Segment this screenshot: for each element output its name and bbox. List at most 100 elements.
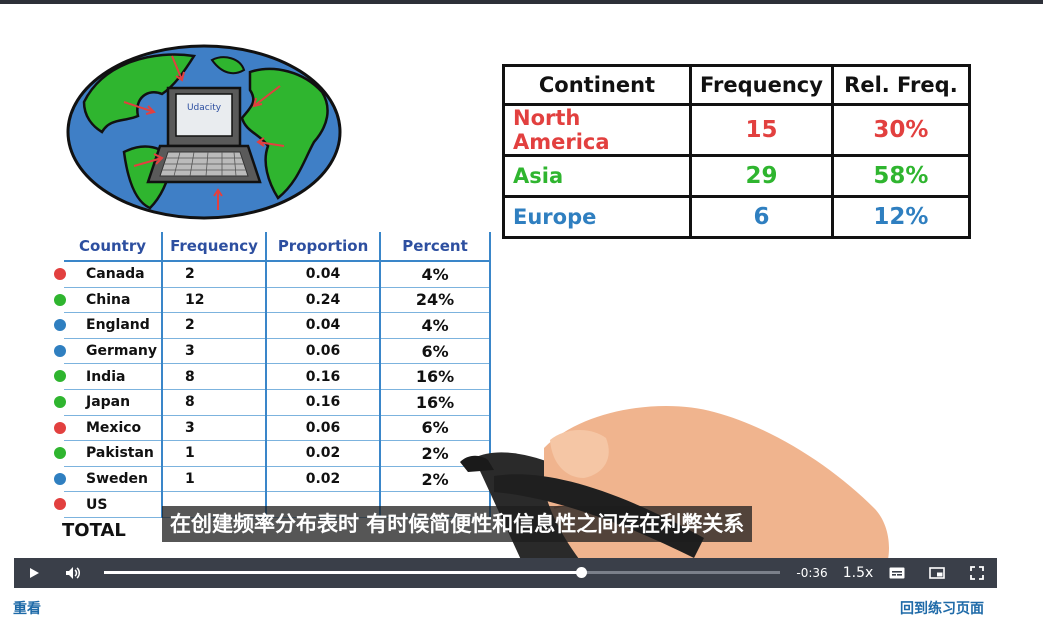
continent-name: Europe <box>502 195 692 239</box>
country-proportion: 0.06 <box>266 338 382 365</box>
continent-frequency-table: Continent Frequency Rel. Freq. North Ame… <box>502 64 971 239</box>
country-color-dot <box>54 395 66 408</box>
country-frequency: 12 <box>162 287 268 314</box>
country-name: Pakistan <box>86 445 154 462</box>
subtitle-caption: 在创建频率分布表时 有时候简便性和信息性之间存在利弊关系 <box>162 506 753 542</box>
country-proportion: 0.06 <box>266 415 382 442</box>
country-percent: 24% <box>380 287 492 314</box>
country-proportion: 0.02 <box>266 466 382 493</box>
country-percent: 2% <box>380 466 492 493</box>
country-cell: Germany <box>54 338 164 365</box>
country-color-dot <box>54 319 66 332</box>
country-name: Sweden <box>86 471 148 488</box>
country-proportion: 0.02 <box>266 440 382 467</box>
country-row: Japan 8 0.16 16% <box>54 389 492 416</box>
country-cell: Sweden <box>54 466 164 493</box>
continent-row: Asia 29 58% <box>502 154 971 198</box>
fullscreen-icon <box>970 566 984 580</box>
column-header-frequency: Frequency <box>689 64 834 106</box>
country-cell: China <box>54 287 164 314</box>
country-frequency: 8 <box>162 363 268 390</box>
country-name: England <box>86 317 150 334</box>
country-cell: Pakistan <box>54 440 164 467</box>
country-cell: England <box>54 312 164 339</box>
continent-name: North America <box>502 103 692 157</box>
country-row: India 8 0.16 16% <box>54 363 492 390</box>
country-proportion: 0.04 <box>266 312 382 339</box>
column-header-percent: Percent <box>380 232 492 262</box>
back-to-exercise-link[interactable]: 回到练习页面 <box>900 601 984 617</box>
country-frequency: 2 <box>162 312 268 339</box>
country-cell: Canada <box>54 261 164 288</box>
country-cell: India <box>54 363 164 390</box>
continent-rel-freq: 12% <box>830 195 971 239</box>
country-frequency: 1 <box>162 440 268 467</box>
country-percent: 4% <box>380 312 492 339</box>
country-frequency: 3 <box>162 415 268 442</box>
country-name: Japan <box>86 394 131 411</box>
player-control-bar: -0:36 1.5x <box>14 558 997 588</box>
captions-button[interactable] <box>886 558 908 588</box>
continent-rel-freq: 30% <box>830 103 971 157</box>
picture-in-picture-icon <box>929 567 945 579</box>
country-proportion: 0.16 <box>266 389 382 416</box>
laptop-screen-text: Udacity <box>187 103 222 113</box>
video-player[interactable]: Udacity Continent Frequency Rel. Freq. N… <box>14 8 997 588</box>
progress-bar[interactable] <box>104 567 780 578</box>
total-label: TOTAL <box>62 520 126 541</box>
column-header-country: Country <box>64 232 164 262</box>
country-name: China <box>86 291 131 308</box>
column-header-proportion: Proportion <box>266 232 382 262</box>
scrub-handle[interactable] <box>575 567 587 578</box>
replay-link[interactable]: 重看 <box>13 601 41 617</box>
country-percent: 16% <box>380 389 492 416</box>
country-proportion: 0.04 <box>266 261 382 288</box>
country-proportion: 0.24 <box>266 287 382 314</box>
picture-in-picture-button[interactable] <box>926 558 948 588</box>
time-remaining: -0:36 <box>796 566 828 580</box>
country-row: Canada 2 0.04 4% <box>54 261 492 288</box>
globe-laptop-illustration: Udacity <box>66 44 342 220</box>
country-row: Pakistan 1 0.02 2% <box>54 440 492 467</box>
country-row: Sweden 1 0.02 2% <box>54 466 492 493</box>
progress-fill <box>104 571 581 574</box>
country-color-dot <box>54 421 66 434</box>
country-percent: 6% <box>380 415 492 442</box>
continent-rel-freq: 58% <box>830 154 971 198</box>
country-color-dot <box>54 447 66 460</box>
country-color-dot <box>54 472 66 485</box>
country-color-dot <box>54 498 66 511</box>
captions-icon <box>889 567 905 579</box>
country-frequency-table: Country Frequency Proportion Percent Can… <box>54 232 492 518</box>
country-table-header-row: Country Frequency Proportion Percent <box>64 232 492 262</box>
country-frequency: 8 <box>162 389 268 416</box>
country-color-dot <box>54 268 66 280</box>
country-name: Canada <box>86 266 145 283</box>
volume-icon <box>66 567 80 579</box>
play-button[interactable] <box>22 558 46 588</box>
continent-frequency: 6 <box>689 195 834 239</box>
country-row: China 12 0.24 24% <box>54 287 492 314</box>
country-percent: 16% <box>380 363 492 390</box>
volume-button[interactable] <box>60 558 86 588</box>
column-header-rel-freq: Rel. Freq. <box>830 64 971 106</box>
country-color-dot <box>54 293 66 306</box>
country-color-dot <box>54 370 66 383</box>
continent-frequency: 15 <box>689 103 834 157</box>
country-name: US <box>86 496 108 513</box>
country-row: Mexico 3 0.06 6% <box>54 415 492 442</box>
playback-speed-button[interactable]: 1.5x <box>842 565 874 581</box>
country-percent: 4% <box>380 261 492 288</box>
country-proportion: 0.16 <box>266 363 382 390</box>
continent-name: Asia <box>502 154 692 198</box>
country-frequency: 2 <box>162 261 268 288</box>
country-color-dot <box>54 344 66 357</box>
fullscreen-button[interactable] <box>966 558 988 588</box>
country-name: Germany <box>86 343 158 360</box>
top-bar <box>0 0 1043 4</box>
country-frequency: 1 <box>162 466 268 493</box>
continent-table-header-row: Continent Frequency Rel. Freq. <box>502 64 971 106</box>
country-name: Mexico <box>86 419 142 436</box>
column-header-frequency: Frequency <box>162 232 268 262</box>
country-frequency: 3 <box>162 338 268 365</box>
